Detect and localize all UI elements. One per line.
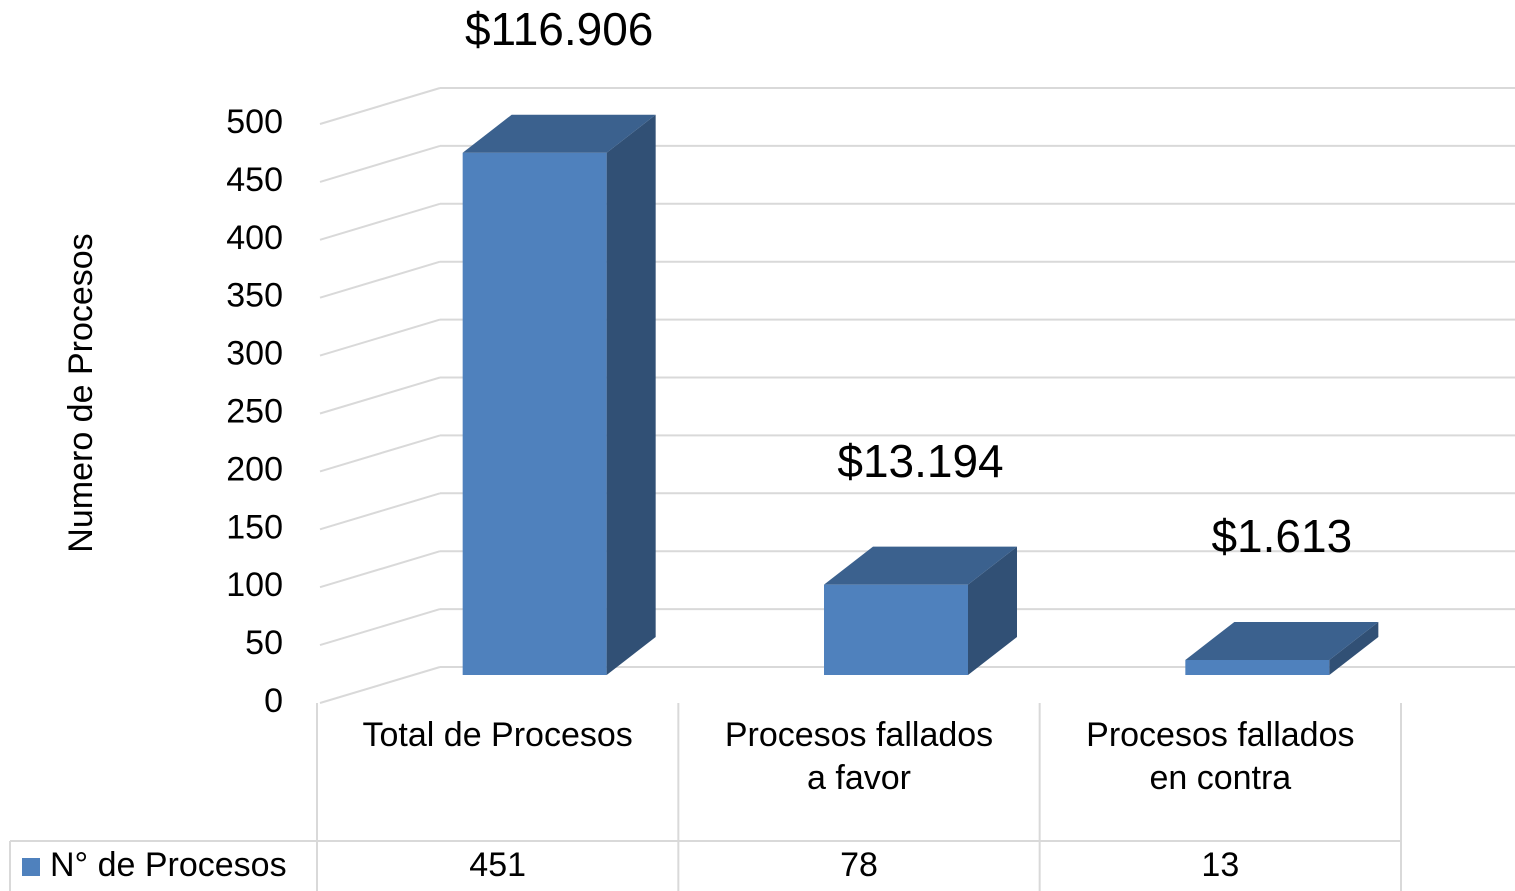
y-tick-label: 350 [226,277,283,315]
grid-line [319,434,441,473]
y-tick-label: 500 [226,103,283,141]
y-axis-label: Numero de Procesos [62,233,100,552]
y-tick-label: 0 [264,682,283,720]
grid-line [319,376,441,415]
grid-line [319,202,441,241]
bar-side [1329,621,1379,675]
table-value: 451 [469,846,526,884]
table-value: 13 [1201,846,1239,884]
y-tick-label: 150 [226,508,283,546]
x-tick-label: Total de Procesos [362,716,633,754]
bar-side [968,546,1017,675]
y-tick-label: 400 [226,219,283,257]
grid-line [319,492,441,531]
y-tick-label: 200 [226,450,283,488]
bar-front [1185,659,1330,675]
grid-line [319,608,441,647]
grid-line [319,144,441,183]
bar-annotation: $13.194 [837,435,1003,487]
grid-line [319,550,441,589]
y-tick-label: 450 [226,161,283,199]
y-tick-label: 250 [226,392,283,430]
bar-top [462,114,656,153]
bar-front [462,152,607,675]
grid-line [319,260,441,299]
bar-side [606,114,656,675]
x-tick-label: Procesos fallados a favor [724,716,994,797]
y-tick-label: 100 [226,566,283,604]
legend-swatch [22,858,40,876]
bar-top [824,546,1017,585]
grid-line [319,318,441,357]
grid-line [319,666,441,704]
legend-label: N° de Procesos [50,846,287,884]
grid-line [319,87,441,125]
y-tick-label: 300 [226,335,283,373]
x-tick-label: Procesos fallados en contra [1086,716,1355,797]
bar-annotation: $116.906 [465,3,653,55]
bar-top [1185,621,1379,660]
bar-front [824,584,968,675]
bar-annotation: $1.613 [1211,510,1352,562]
table-value: 78 [840,846,878,884]
y-tick-label: 50 [245,624,283,662]
